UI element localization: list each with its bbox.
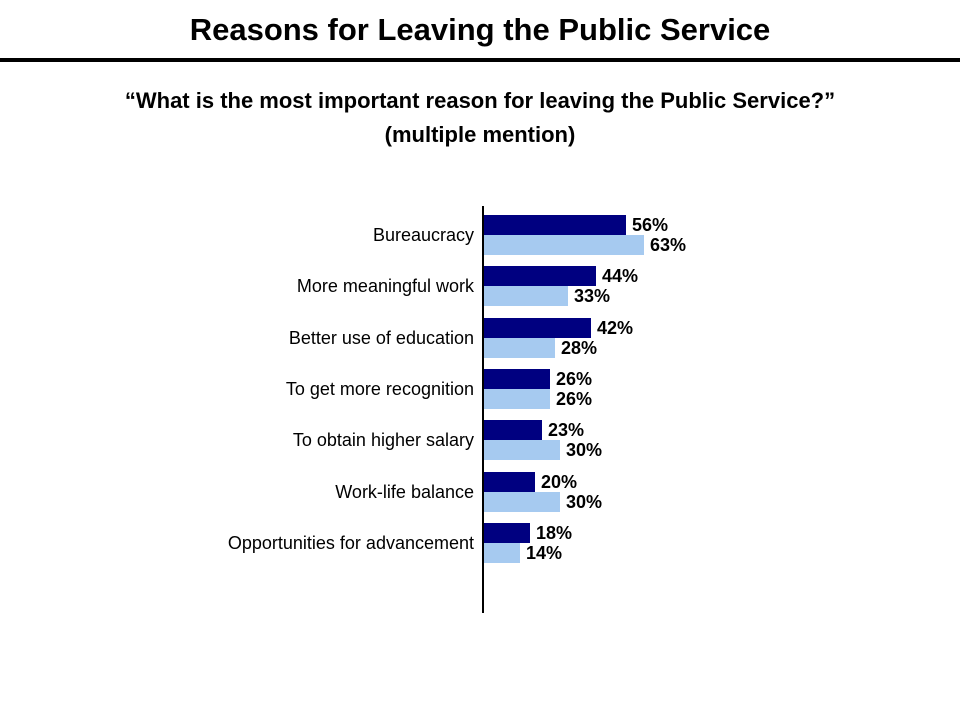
value-label: 18% [536,523,573,543]
value-label: 30% [566,440,603,460]
value-label: 14% [526,543,563,563]
chart-subtitle: “What is the most important reason for l… [0,84,960,152]
bar-light [484,338,555,358]
page-title: Reasons for Leaving the Public Service [189,12,771,47]
bar-light [484,543,520,563]
bar-light [484,286,568,306]
bar-group: Bureaucracy 56% 63% [0,215,960,255]
value-label: 20% [541,472,578,492]
bar-light [484,440,560,460]
bar-group: To obtain higher salary 23% 30% [0,420,960,460]
category-label: More meaningful work [296,276,474,296]
bar-chart: Bureaucracy 56% 63% More meaningful work 44%… [0,206,960,615]
category-label: Work-life balance [335,482,474,502]
bar-group: Work-life balance 20% 30% [0,472,960,512]
value-label: 26% [556,389,593,409]
bar-light [484,235,644,255]
bar-dark [484,523,530,543]
value-label: 42% [597,318,634,338]
value-label: 44% [602,266,639,286]
value-label: 30% [566,492,603,512]
category-label: Bureaucracy [372,225,474,245]
y-axis-line [482,206,484,613]
bar-dark [484,420,542,440]
subtitle-note-text: (multiple mention) [384,122,576,147]
category-label: Opportunities for advancement [227,533,474,553]
bar-group: Opportunities for advancement 18% 14% [0,523,960,563]
value-label: 28% [561,338,598,358]
bar-light [484,492,560,512]
title-divider-line [0,58,960,62]
bar-dark [484,215,626,235]
value-label: 23% [548,420,585,440]
bar-dark [484,369,550,389]
bar-group: Better use of education 42% 28% [0,318,960,358]
value-label: 63% [650,235,687,255]
bar-group: More meaningful work 44% 33% [0,266,960,306]
bar-dark [484,472,535,492]
bar-dark [484,318,591,338]
bar-dark [484,266,596,286]
bar-group: To get more recognition 26% 26% [0,369,960,409]
value-label: 26% [556,369,593,389]
category-label: To get more recognition [285,379,474,399]
category-label: To obtain higher salary [292,430,474,450]
value-label: 56% [632,215,669,235]
value-label: 33% [574,286,611,306]
bar-light [484,389,550,409]
category-label: Better use of education [288,328,474,348]
subtitle-question-text: “What is the most important reason for l… [124,88,836,113]
